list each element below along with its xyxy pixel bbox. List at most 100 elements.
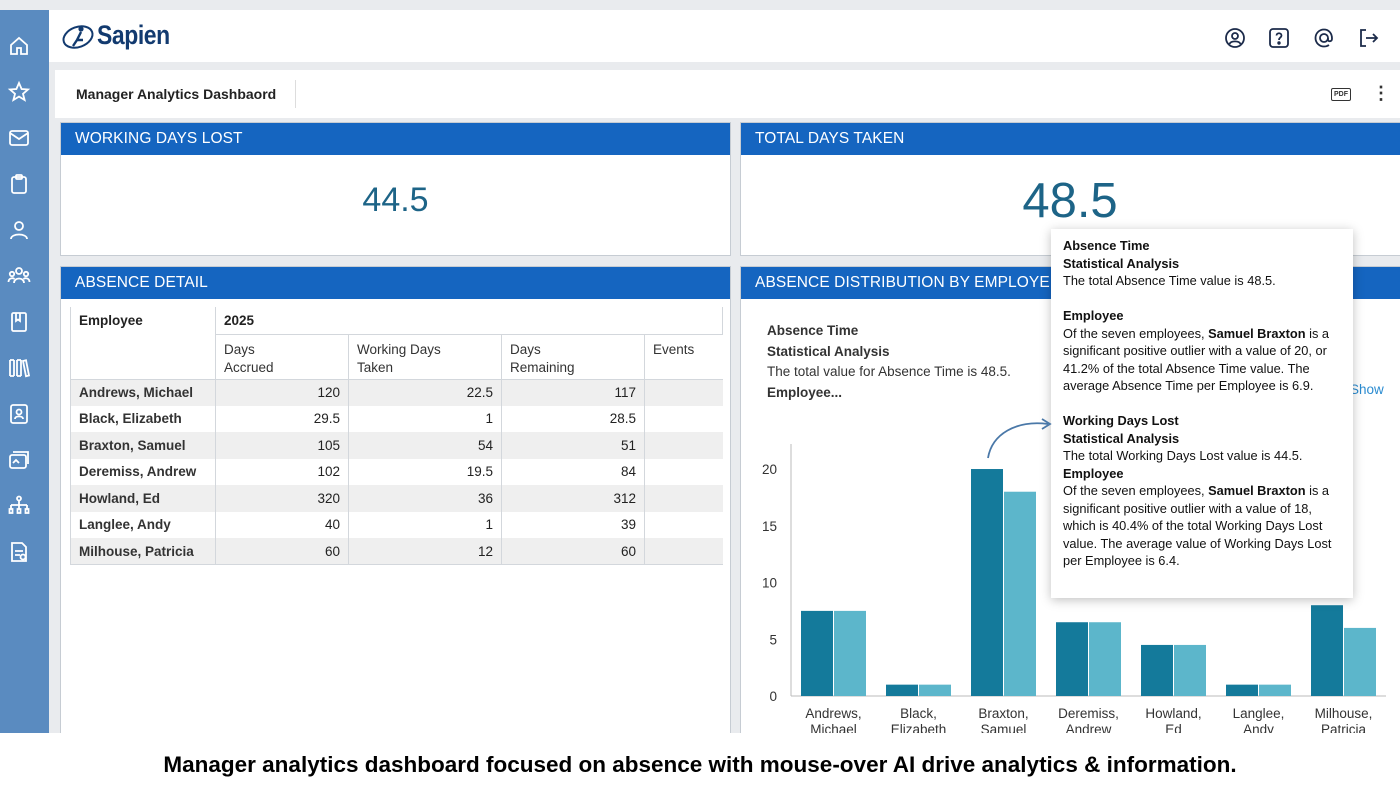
column-header-working-days-taken[interactable]: Working Days Taken bbox=[348, 334, 502, 380]
cell-working-days-taken: 1 bbox=[348, 405, 502, 432]
tooltip-employee-name: Samuel Braxton bbox=[1208, 483, 1306, 498]
y-tick-label: 0 bbox=[769, 689, 777, 704]
at-sign-icon[interactable] bbox=[1312, 26, 1336, 50]
cell-events bbox=[644, 379, 723, 406]
cell-events bbox=[645, 406, 723, 433]
app-window: Sapien Manager Analytics Dashbaord PDF ⋮… bbox=[0, 0, 1400, 733]
column-header-days-accrued[interactable]: Days Accrued bbox=[215, 334, 349, 380]
bar[interactable] bbox=[1226, 684, 1258, 696]
library-icon[interactable] bbox=[7, 356, 31, 380]
tooltip-text-part: Of the seven employees, bbox=[1063, 325, 1209, 341]
tooltip-text: Of the seven employees, Samuel Braxton i… bbox=[1063, 482, 1341, 570]
help-icon[interactable] bbox=[1267, 26, 1291, 50]
x-tick-label: Andrews, bbox=[805, 706, 861, 721]
cell-working-days-taken: 12 bbox=[348, 538, 502, 565]
logo[interactable]: Sapien bbox=[61, 20, 183, 51]
show-more-link[interactable]: Show bbox=[1350, 382, 1384, 397]
column-header-days-remaining[interactable]: Days Remaining bbox=[501, 334, 645, 380]
x-tick-label: Michael bbox=[810, 722, 857, 733]
cell-working-days-taken: 54 bbox=[348, 432, 502, 459]
table-row[interactable]: Andrews, Michael 120 22.5 117 bbox=[70, 379, 723, 406]
sidebar bbox=[0, 10, 49, 733]
bar[interactable] bbox=[1004, 491, 1036, 696]
tooltip-text-part: Of the seven employees, bbox=[1063, 483, 1209, 498]
bar[interactable] bbox=[1141, 644, 1173, 696]
document-check-icon[interactable] bbox=[7, 540, 31, 564]
column-header-year[interactable]: 2025 bbox=[215, 307, 723, 335]
table-row[interactable]: Langlee, Andy 40 1 39 bbox=[70, 511, 723, 539]
tooltip-employee-name: Samuel Braxton bbox=[1208, 325, 1306, 341]
panel-title: ABSENCE DETAIL bbox=[61, 267, 730, 299]
bar[interactable] bbox=[919, 684, 951, 696]
ai-analytics-tooltip: Absence Time Statistical Analysis The to… bbox=[1051, 229, 1353, 598]
y-tick-label: 10 bbox=[762, 576, 777, 591]
cell-days-remaining: 39 bbox=[501, 511, 645, 538]
table-row[interactable]: Howland, Ed 320 36 312 bbox=[70, 485, 723, 512]
gallery-icon[interactable] bbox=[7, 448, 31, 472]
kpi-value: 48.5 bbox=[1022, 174, 1118, 228]
person-icon[interactable] bbox=[7, 218, 31, 242]
header-line: Accrued bbox=[224, 359, 274, 375]
cell-days-accrued: 60 bbox=[215, 538, 349, 565]
bar[interactable] bbox=[971, 469, 1003, 696]
bar[interactable] bbox=[886, 684, 918, 696]
bar[interactable] bbox=[834, 610, 866, 696]
id-badge-icon[interactable] bbox=[7, 402, 31, 426]
clipboard-icon[interactable] bbox=[7, 172, 31, 196]
star-icon[interactable] bbox=[7, 80, 31, 104]
cell-days-accrued: 40 bbox=[215, 511, 349, 538]
book-icon[interactable] bbox=[7, 310, 31, 334]
tooltip-text-part: is a significant positive outlier with a… bbox=[1063, 483, 1332, 568]
column-header-employee[interactable]: Employee bbox=[70, 307, 216, 380]
bar[interactable] bbox=[1259, 684, 1291, 696]
cell-days-accrued: 320 bbox=[215, 485, 349, 512]
column-header-events[interactable]: Events bbox=[644, 334, 723, 380]
x-tick-label: Andy bbox=[1243, 722, 1274, 733]
tooltip-text: Of the seven employees, Samuel Braxton i… bbox=[1063, 325, 1341, 395]
bar[interactable] bbox=[801, 610, 833, 696]
bar[interactable] bbox=[1311, 605, 1343, 696]
table-row[interactable]: Black, Elizabeth 29.5 1 28.5 bbox=[70, 405, 723, 433]
page-header: Manager Analytics Dashbaord PDF ⋮ bbox=[55, 70, 1400, 118]
cell-employee: Braxton, Samuel bbox=[70, 432, 216, 459]
bar[interactable] bbox=[1056, 622, 1088, 696]
more-options-button[interactable]: ⋮ bbox=[1372, 83, 1390, 103]
absence-detail-panel: ABSENCE DETAIL Employee 2025 Days Accrued… bbox=[60, 266, 731, 733]
pdf-export-button[interactable]: PDF bbox=[1331, 88, 1351, 101]
cell-days-remaining: 60 bbox=[501, 538, 645, 565]
pointer-arrow-icon bbox=[987, 418, 1052, 459]
cell-events bbox=[644, 538, 723, 565]
bar[interactable] bbox=[1344, 627, 1376, 696]
cell-working-days-taken: 22.5 bbox=[348, 379, 502, 406]
cell-employee: Andrews, Michael bbox=[70, 379, 216, 406]
tooltip-text: The total Absence Time value is 48.5. bbox=[1063, 273, 1276, 288]
mail-icon[interactable] bbox=[7, 126, 31, 150]
y-tick-label: 15 bbox=[762, 519, 777, 534]
table-row[interactable]: Deremiss, Andrew 102 19.5 84 bbox=[70, 458, 723, 485]
cell-days-accrued: 29.5 bbox=[215, 405, 349, 432]
bar[interactable] bbox=[1089, 622, 1121, 696]
header-line: Remaining bbox=[510, 359, 575, 375]
team-icon[interactable] bbox=[7, 264, 31, 288]
user-circle-icon[interactable] bbox=[1223, 26, 1247, 50]
caption: Manager analytics dashboard focused on a… bbox=[163, 752, 1237, 777]
x-tick-label: Deremiss, bbox=[1058, 706, 1119, 721]
cell-employee: Deremiss, Andrew bbox=[70, 458, 216, 485]
table-row[interactable]: Braxton, Samuel 105 54 51 bbox=[70, 432, 723, 459]
cell-working-days-taken: 36 bbox=[348, 485, 502, 512]
cell-days-accrued: 102 bbox=[215, 458, 349, 485]
cell-events bbox=[645, 512, 723, 539]
table-row[interactable]: Milhouse, Patricia 60 12 60 bbox=[70, 538, 723, 565]
cell-days-accrued: 105 bbox=[215, 432, 349, 459]
tooltip-heading: Employee bbox=[1063, 465, 1124, 481]
home-icon[interactable] bbox=[7, 34, 31, 58]
tooltip-heading: Working Days Lost bbox=[1063, 413, 1179, 428]
org-chart-icon[interactable] bbox=[7, 494, 31, 518]
logout-icon[interactable] bbox=[1356, 26, 1380, 50]
x-tick-label: Ed bbox=[1165, 722, 1182, 733]
x-tick-label: Samuel bbox=[981, 722, 1027, 733]
cell-days-remaining: 117 bbox=[501, 379, 645, 406]
bar[interactable] bbox=[1174, 644, 1206, 696]
cell-employee: Langlee, Andy bbox=[70, 511, 216, 538]
logo-mark-icon bbox=[62, 24, 94, 49]
